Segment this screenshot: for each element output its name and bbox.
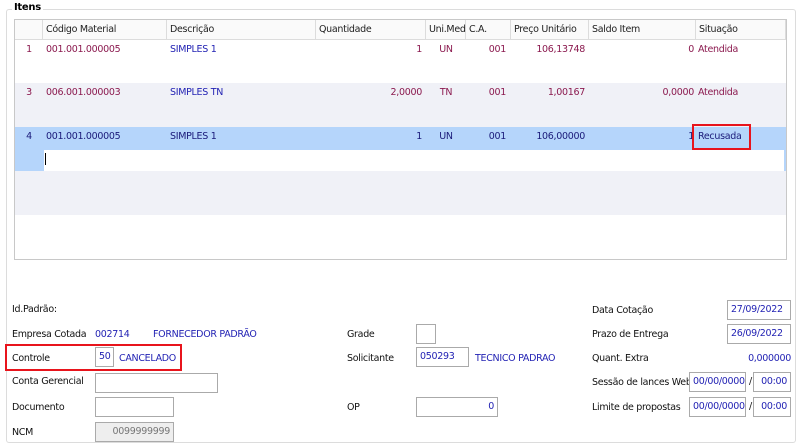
op-label: OP [347,402,360,413]
descricao-cell: SIMPLES TN [170,87,224,98]
header-situacao[interactable]: Situação [696,20,786,40]
header-descricao[interactable]: Descrição [167,20,316,40]
grade-label: Grade [347,329,375,340]
preco-cell: 106,00000 [536,131,585,142]
itens-panel [6,9,796,443]
quantidade-cell: 1 [416,131,422,142]
preco-cell: 106,13748 [536,44,585,55]
unidade-cell: TN [439,87,453,98]
conta-label: Conta Gerencial [12,376,84,387]
descricao-cell: SIMPLES 1 [170,131,217,142]
table-row[interactable]: 1 001.001.000005 SIMPLES 1 1 UN 001 106,… [15,40,786,83]
situacao-cell: Recusada [698,131,742,142]
documento-label: Documento [12,402,65,413]
empty-row [15,171,786,215]
prazo-label: Prazo de Entrega [592,329,669,340]
quantidade-cell: 2,0000 [390,87,423,98]
grade-field[interactable] [416,324,436,344]
saldo-cell: 1 [688,131,694,142]
limite-label: Limite de propostas [592,402,681,413]
codigo-cell: 006.001.000003 [46,87,121,98]
limite-date-field[interactable]: 00/00/0000 [689,397,746,417]
saldo-cell: 0 [688,44,694,55]
quant-extra-value: 0,000000 [748,353,791,364]
items-grid: Código Material Descrição Quantidade Uni… [14,19,787,260]
saldo-cell: 0,0000 [662,87,695,98]
header-saldo[interactable]: Saldo Item [589,20,696,40]
header-ca[interactable]: C.A. [466,20,511,40]
header-rownum [15,20,43,40]
sessao-label: Sessão de lances Web [592,377,692,388]
row-number: 4 [26,131,32,142]
controle-label: Controle [12,353,50,364]
sessao-time-field[interactable]: 00:00 [753,372,791,392]
op-field[interactable]: 0 [416,397,498,417]
ca-cell: 001 [488,131,507,142]
controle-status: CANCELADO [119,353,176,364]
table-row-selected[interactable]: 4 001.001.000005 SIMPLES 1 1 UN 001 106,… [15,127,786,171]
descricao-cell: SIMPLES 1 [170,44,217,55]
empresa-name: FORNECEDOR PADRÃO [153,329,257,340]
date-time-separator: / [749,376,752,387]
table-row[interactable]: 3 006.001.000003 SIMPLES TN 2,0000 TN 00… [15,83,786,127]
codigo-cell: 001.001.000005 [46,131,121,142]
prazo-field[interactable]: 26/09/2022 [727,324,791,344]
solicitante-field[interactable]: 050293 [416,347,469,367]
unidade-cell: UN [439,44,453,55]
documento-field[interactable] [95,397,174,417]
situacao-cell: Atendida [698,87,739,98]
empresa-code: 002714 [95,329,130,340]
header-unimed[interactable]: Uni.Med. [426,20,469,40]
section-title: Itens [12,2,43,13]
situacao-cell: Atendida [698,44,739,55]
header-preco[interactable]: Preço Unitário [511,20,589,40]
solicitante-label: Solicitante [347,353,394,364]
row-number: 3 [26,87,32,98]
ca-cell: 001 [488,87,507,98]
conta-field[interactable] [95,373,218,393]
row-number: 1 [26,44,32,55]
codigo-cell: 001.001.000005 [46,44,121,55]
data-cotacao-field[interactable]: 27/09/2022 [727,300,791,320]
preco-cell: 1,00167 [547,87,585,98]
text-cursor [45,153,46,165]
ncm-label: NCM [12,427,34,438]
ca-cell: 001 [488,44,507,55]
row-edit-field[interactable] [44,150,784,171]
quantidade-cell: 1 [416,44,422,55]
header-quantidade[interactable]: Quantidade [316,20,426,40]
date-time-separator: / [749,401,752,412]
sessao-date-field[interactable]: 00/00/0000 [689,372,746,392]
data-cotacao-label: Data Cotação [592,305,653,316]
ncm-field: 0099999999 [95,422,174,442]
header-codigo[interactable]: Código Material [43,20,167,40]
unidade-cell: UN [439,131,453,142]
id-padrao-label: Id.Padrão: [12,304,57,315]
limite-time-field[interactable]: 00:00 [753,397,791,417]
highlight-box-controle [5,344,182,371]
quant-extra-label: Quant. Extra [592,353,649,364]
highlight-box-situacao [692,124,751,150]
empresa-label: Empresa Cotada [12,329,87,340]
controle-field[interactable]: 50 [95,347,114,367]
solicitante-name: TECNICO PADRAO [475,353,556,364]
